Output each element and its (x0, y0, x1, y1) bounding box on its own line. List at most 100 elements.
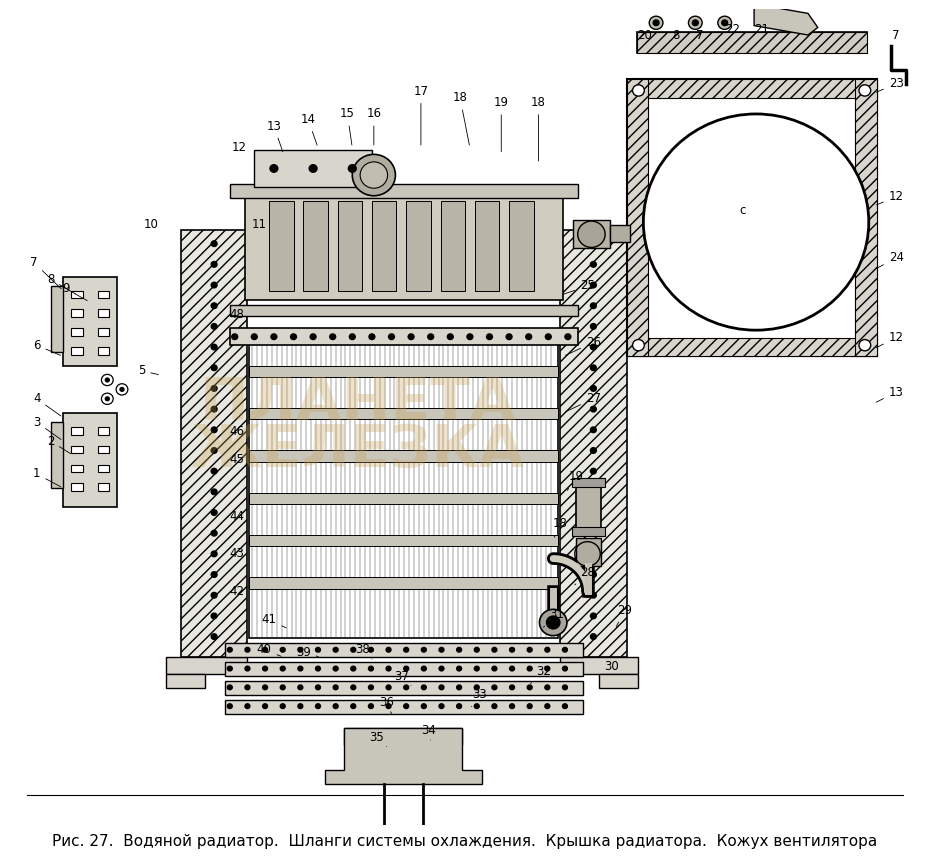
Text: 18: 18 (531, 96, 546, 161)
Bar (627, 338, 877, 357)
Bar (245, 192, 563, 300)
Circle shape (298, 648, 303, 652)
Circle shape (591, 634, 596, 640)
Circle shape (211, 365, 217, 371)
Bar (98, 427, 109, 435)
Bar (627, 79, 877, 357)
Circle shape (298, 667, 303, 671)
Circle shape (211, 427, 217, 432)
Circle shape (315, 648, 321, 652)
Bar (71, 483, 83, 491)
Circle shape (351, 704, 356, 708)
Circle shape (718, 16, 732, 30)
Circle shape (439, 648, 444, 652)
Circle shape (591, 448, 596, 453)
Circle shape (439, 667, 444, 671)
Circle shape (467, 334, 472, 339)
Circle shape (415, 838, 431, 852)
Text: 31: 31 (543, 608, 564, 628)
Bar (71, 347, 83, 355)
Circle shape (563, 704, 567, 708)
Circle shape (280, 704, 286, 708)
Circle shape (421, 685, 426, 690)
Circle shape (105, 378, 109, 382)
Circle shape (545, 685, 550, 690)
Text: 26: 26 (565, 336, 601, 355)
Text: 30: 30 (600, 661, 619, 676)
Circle shape (315, 704, 321, 708)
Circle shape (270, 165, 278, 172)
Circle shape (486, 334, 493, 339)
Text: 7: 7 (30, 256, 61, 289)
Circle shape (211, 303, 217, 308)
Bar (249, 493, 558, 504)
Circle shape (211, 551, 217, 556)
Bar (51, 286, 63, 352)
Text: 25: 25 (563, 279, 595, 294)
Circle shape (510, 704, 514, 708)
Circle shape (330, 334, 336, 339)
Bar (98, 347, 109, 355)
Text: 32: 32 (531, 665, 551, 684)
Bar (509, 201, 534, 291)
Circle shape (546, 616, 560, 629)
Circle shape (474, 648, 479, 652)
Bar (269, 201, 294, 291)
Text: 7: 7 (697, 29, 704, 42)
Circle shape (591, 303, 596, 308)
Bar (249, 408, 558, 419)
Circle shape (563, 667, 567, 671)
Circle shape (439, 704, 444, 708)
Text: 39: 39 (296, 646, 318, 659)
Circle shape (211, 385, 217, 391)
Bar (372, 201, 396, 291)
Circle shape (245, 704, 250, 708)
Text: 7: 7 (893, 29, 900, 42)
Text: Рис. 27.  Водяной радиатор.  Шланги системы охлаждения.  Крышка радиатора.  Кожу: Рис. 27. Водяной радиатор. Шланги систем… (52, 834, 878, 849)
Circle shape (368, 648, 373, 652)
Circle shape (349, 165, 356, 172)
Circle shape (211, 469, 217, 474)
Text: 46: 46 (229, 425, 245, 438)
Text: 44: 44 (229, 510, 245, 523)
Circle shape (591, 613, 596, 619)
Circle shape (211, 572, 217, 577)
Circle shape (591, 406, 596, 412)
Circle shape (227, 704, 232, 708)
Circle shape (369, 334, 375, 339)
Text: 20: 20 (637, 29, 652, 42)
Circle shape (211, 530, 217, 536)
Text: 12: 12 (232, 141, 247, 155)
Text: 8: 8 (672, 29, 680, 42)
Circle shape (591, 469, 596, 474)
Bar (225, 643, 582, 657)
Circle shape (474, 667, 479, 671)
Text: 10: 10 (144, 219, 159, 232)
Circle shape (211, 261, 217, 267)
Bar (249, 577, 558, 589)
Circle shape (351, 667, 356, 671)
Bar (71, 310, 83, 317)
Text: 15: 15 (340, 108, 355, 145)
Circle shape (457, 648, 461, 652)
Bar (636, 32, 867, 53)
Bar (98, 328, 109, 336)
Circle shape (315, 685, 321, 690)
Text: 36: 36 (379, 696, 394, 713)
Circle shape (649, 16, 663, 30)
Circle shape (644, 114, 869, 330)
Bar (249, 450, 558, 462)
Bar (166, 657, 247, 674)
Circle shape (591, 365, 596, 371)
Circle shape (386, 704, 391, 708)
Bar (303, 201, 327, 291)
Circle shape (510, 685, 514, 690)
Text: 2: 2 (46, 435, 71, 454)
Text: 45: 45 (229, 453, 244, 466)
Bar (344, 727, 462, 745)
Circle shape (298, 704, 303, 708)
Circle shape (563, 685, 567, 690)
Bar (338, 201, 362, 291)
Text: 28: 28 (575, 566, 595, 585)
Text: 13: 13 (267, 120, 283, 152)
